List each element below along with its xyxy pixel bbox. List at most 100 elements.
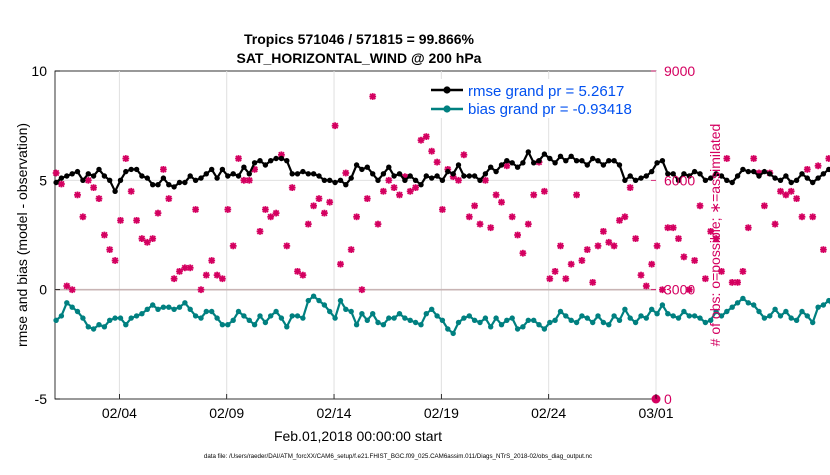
rmse-point bbox=[724, 177, 730, 183]
obs-assimilated-marker bbox=[750, 155, 758, 162]
rmse-point bbox=[230, 171, 236, 177]
obs-assimilated-marker bbox=[809, 213, 817, 221]
obs-assimilated-marker bbox=[127, 187, 135, 195]
obs-assimilated-marker bbox=[438, 206, 446, 213]
obs-assimilated-marker bbox=[718, 267, 725, 275]
obs-assimilated-marker bbox=[267, 213, 275, 221]
obs-assimilated-marker bbox=[111, 257, 119, 264]
rmse-point bbox=[675, 177, 682, 183]
obs-assimilated-marker bbox=[347, 246, 355, 254]
rmse-point bbox=[649, 168, 655, 175]
obs-assimilated-marker bbox=[256, 227, 264, 235]
bias-point bbox=[632, 319, 639, 326]
bias-point bbox=[702, 319, 709, 326]
rmse-point bbox=[90, 173, 97, 179]
bias-point bbox=[407, 317, 413, 323]
rmse-point bbox=[80, 177, 86, 183]
rmse-point bbox=[58, 175, 65, 181]
bias-point bbox=[348, 308, 354, 315]
bias-point bbox=[573, 319, 580, 326]
bias-point bbox=[772, 306, 778, 312]
obs-assimilated-marker bbox=[814, 162, 822, 170]
obs-assimilated-marker bbox=[632, 235, 639, 243]
rmse-point bbox=[525, 149, 531, 155]
bias-point bbox=[815, 304, 821, 310]
y-tick-label-left: 10 bbox=[31, 63, 47, 79]
bias-point bbox=[370, 311, 376, 317]
rmse-point bbox=[327, 177, 333, 183]
rmse-point bbox=[69, 171, 75, 177]
rmse-point bbox=[686, 173, 692, 179]
obs-assimilated-marker bbox=[224, 206, 232, 213]
rmse-point bbox=[337, 177, 344, 183]
bias-point bbox=[659, 302, 666, 308]
obs-assimilated-marker bbox=[696, 202, 704, 210]
bias-point bbox=[294, 313, 301, 319]
obs-assimilated-marker bbox=[122, 155, 130, 162]
bias-point bbox=[557, 308, 564, 315]
obs-assimilated-marker bbox=[465, 213, 473, 221]
rmse-point bbox=[590, 155, 596, 162]
rmse-point bbox=[573, 158, 580, 164]
obs-assimilated-marker bbox=[691, 257, 698, 264]
obs-assimilated-marker bbox=[557, 242, 564, 250]
bias-point bbox=[767, 313, 773, 319]
bias-point bbox=[471, 317, 478, 323]
obs-assimilated-marker bbox=[213, 271, 221, 279]
bias-point bbox=[541, 326, 548, 332]
bias-point bbox=[536, 322, 542, 328]
obs-assimilated-marker bbox=[331, 122, 339, 130]
bias-point bbox=[241, 313, 247, 319]
obs-assimilated-marker bbox=[299, 271, 307, 279]
rmse-point bbox=[133, 166, 140, 173]
rmse-point bbox=[353, 162, 360, 168]
obs-assimilated-marker bbox=[385, 176, 393, 184]
rmse-point bbox=[310, 171, 317, 177]
bias-point bbox=[820, 302, 827, 308]
bias-point bbox=[718, 313, 725, 319]
bias-point bbox=[691, 313, 698, 319]
rmse-point bbox=[729, 179, 735, 186]
obs-assimilated-marker bbox=[90, 184, 97, 192]
bias-point bbox=[268, 313, 274, 319]
obs-assimilated-marker bbox=[428, 147, 436, 155]
rmse-point bbox=[509, 160, 515, 166]
bias-point bbox=[418, 322, 424, 328]
obs-assimilated-marker bbox=[723, 155, 731, 162]
rmse-point bbox=[192, 177, 199, 183]
rmse-point bbox=[359, 166, 365, 173]
bias-point bbox=[230, 317, 236, 323]
obs-assimilated-marker bbox=[455, 176, 462, 184]
rmse-point bbox=[568, 153, 574, 159]
rmse-point bbox=[643, 173, 649, 179]
rmse-point bbox=[364, 164, 370, 170]
obs-assimilated-marker bbox=[310, 202, 318, 210]
obs-assimilated-marker bbox=[95, 195, 103, 203]
rmse-point bbox=[268, 158, 274, 164]
bias-point bbox=[310, 293, 317, 299]
rmse-point bbox=[343, 182, 349, 188]
obs-assimilated-marker bbox=[481, 176, 489, 184]
x-axis-label: Feb.01,2018 00:00:00 start bbox=[274, 428, 442, 444]
bias-point bbox=[327, 308, 333, 315]
bias-point bbox=[90, 326, 97, 332]
bias-point bbox=[396, 311, 403, 317]
obs-assimilated-marker bbox=[304, 220, 312, 228]
obs-assimilated-marker bbox=[675, 235, 682, 243]
bias-point bbox=[793, 317, 800, 323]
bias-point bbox=[568, 317, 574, 323]
obs-assimilated-marker bbox=[503, 162, 511, 170]
obs-assimilated-marker bbox=[771, 220, 779, 228]
bias-point bbox=[219, 322, 226, 328]
bias-point bbox=[525, 317, 531, 323]
bias-point bbox=[445, 326, 451, 332]
obs-assimilated-marker bbox=[208, 257, 216, 264]
legend-bias-label: bias grand pr = -0.93418 bbox=[468, 101, 632, 118]
obs-assimilated-marker bbox=[782, 191, 790, 199]
bias-point bbox=[85, 324, 92, 330]
rmse-point bbox=[670, 171, 676, 177]
bias-point bbox=[107, 317, 113, 323]
bias-point bbox=[616, 317, 623, 323]
